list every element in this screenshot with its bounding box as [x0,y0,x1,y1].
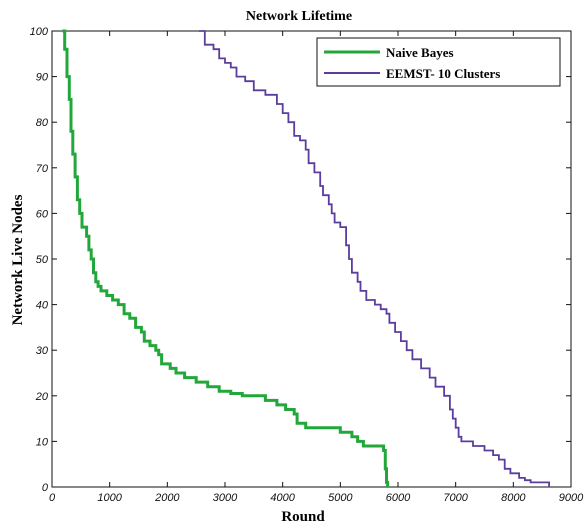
legend-label-eemst: EEMST- 10 Clusters [386,66,500,81]
x-tick-label: 5000 [328,492,353,504]
x-tick-label: 6000 [386,492,411,504]
x-tick-label: 2000 [154,492,180,504]
x-tick-label: 0 [49,492,56,504]
legend: Naive Bayes EEMST- 10 Clusters [316,37,561,87]
y-tick-label: 30 [36,345,49,357]
y-tick-label: 60 [36,208,49,220]
x-tick-label: 3000 [213,492,238,504]
y-tick-label: 70 [36,163,49,175]
plot-area [51,30,572,488]
y-tick-label: 40 [36,300,49,312]
x-axis-label: Round [281,509,325,525]
legend-label-naive-bayes: Naive Bayes [386,45,454,60]
x-tick-label: 4000 [270,492,295,504]
y-tick-label: 80 [36,117,49,129]
chart-title: Network Lifetime [246,9,352,24]
legend-box [316,37,561,87]
x-tick-label: 9000 [559,492,584,504]
y-tick-label: 10 [36,436,49,448]
series-layer [62,29,550,487]
x-tick-label: 1000 [97,492,122,504]
x-tick-label: 7000 [443,492,468,504]
y-tick-label: 0 [42,482,49,494]
y-tick-label: 100 [30,26,49,38]
series-line-naive-bayes [62,29,390,487]
y-axis-label: Network Live Nodes [10,194,26,325]
y-tick-label: 20 [35,391,49,403]
axis-ticks: 0 1000 2000 3000 4000 5000 6000 7000 8000 9000 0 10… [30,26,584,504]
y-tick-label: 90 [36,72,49,84]
y-tick-label: 50 [36,254,49,266]
series-line-eemst-10-clusters [199,30,550,487]
plot-frame [51,30,572,488]
x-tick-label: 8000 [501,492,526,504]
